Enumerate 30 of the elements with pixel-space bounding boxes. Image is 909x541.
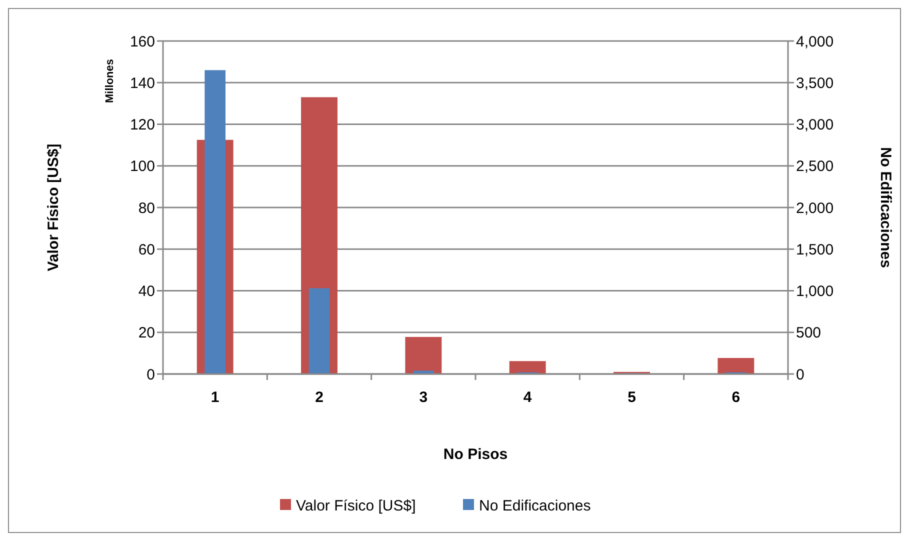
- y-axis-title: Valor Físico [US$]: [45, 144, 62, 272]
- x-axis-title: No Pisos: [443, 446, 508, 463]
- y-tick-label: 80: [138, 200, 155, 217]
- y-tick-label: 160: [130, 33, 155, 50]
- x-tick-label: 1: [210, 389, 220, 406]
- x-tick-label: 5: [628, 389, 636, 406]
- y2-tick-label: 3,500: [796, 74, 834, 92]
- legend-label: No Edificaciones: [479, 497, 591, 514]
- y2-axis-title: No Edificaciones: [877, 147, 894, 268]
- y2-tick-label: 1,500: [796, 241, 834, 258]
- y2-tick-label: 3,000: [796, 116, 834, 134]
- y-tick-label: 60: [138, 241, 155, 258]
- y2-tick-label: 0: [796, 366, 804, 384]
- y-tick-label: 40: [138, 283, 155, 300]
- text: Millones: [104, 58, 116, 104]
- y2-tick-label: 2,500: [796, 158, 834, 176]
- y2-tick-label: 2,000: [796, 200, 834, 217]
- x-tick-label: 2: [315, 389, 324, 406]
- y-tick-label: 0: [146, 366, 155, 384]
- y-tick-label: 100: [130, 158, 155, 176]
- x-tick-label: 6: [732, 389, 740, 406]
- x-tick-label: 4: [523, 389, 532, 406]
- y-tick-label: 140: [130, 74, 155, 92]
- y-tick-label: 120: [130, 116, 155, 134]
- legend-label: Valor Físico [US$]: [296, 497, 416, 514]
- x-tick-label: 3: [419, 389, 428, 406]
- y-tick-label: 20: [138, 324, 155, 342]
- y2-tick-label: 500: [796, 324, 822, 342]
- y2-tick-label: 1,000: [796, 283, 834, 300]
- y2-tick-label: 4,000: [796, 33, 834, 50]
